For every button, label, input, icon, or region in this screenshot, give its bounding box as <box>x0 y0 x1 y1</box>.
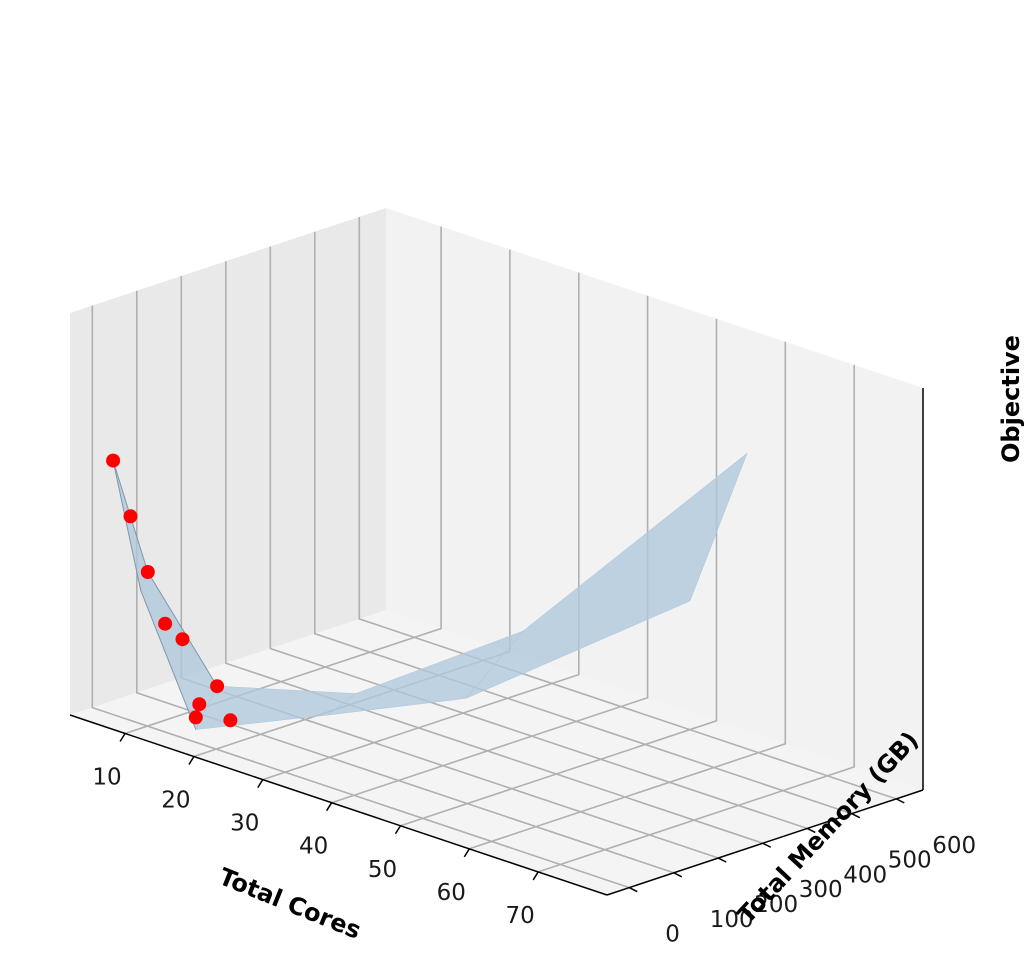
y-grid-line <box>358 216 897 800</box>
y-tick-label: 600 <box>932 833 976 859</box>
data-point <box>140 565 155 579</box>
y-tick <box>673 872 683 878</box>
y-tick <box>762 842 772 848</box>
z-axis-label: Objective <box>997 335 1025 463</box>
x-tick <box>532 871 539 881</box>
x-tick-label: 60 <box>437 880 466 906</box>
data-point <box>106 453 121 468</box>
y-tick <box>628 886 638 893</box>
x-grid-line <box>331 295 649 804</box>
x-tick-label: 10 <box>92 764 121 790</box>
y-tick-label: 200 <box>754 892 798 918</box>
x-grid-line <box>400 318 718 827</box>
data-point <box>158 616 173 631</box>
y-axis-line <box>606 789 924 896</box>
observed-points <box>106 453 238 728</box>
y-tick-label: 500 <box>888 848 932 874</box>
y-tick-label: 400 <box>843 862 887 888</box>
y-tick <box>717 857 727 863</box>
surface-edge <box>112 460 197 730</box>
axis-lines <box>69 388 924 896</box>
y-grid-line <box>136 290 675 874</box>
y-tick-label: 100 <box>710 907 754 933</box>
surface-facet <box>465 452 748 699</box>
x-axis-label: Total Cores <box>215 862 365 944</box>
axes-panes <box>70 208 923 895</box>
x-tick <box>325 802 333 812</box>
data-point <box>188 710 203 725</box>
x-tick-label: 40 <box>299 834 328 860</box>
y-tick <box>895 798 905 804</box>
y-tick-label: 300 <box>799 877 843 903</box>
x-grid-line <box>469 341 787 850</box>
data-point <box>175 632 190 647</box>
fitted-surface <box>112 452 748 731</box>
x-tick <box>394 825 402 835</box>
y-grid-line <box>91 305 630 889</box>
x-tick-label: 50 <box>368 857 397 883</box>
x-grid-line <box>262 272 580 781</box>
y-tick <box>851 812 861 819</box>
x-tick-label: 70 <box>506 903 535 929</box>
y-tick-label: 0 <box>665 922 680 948</box>
x-tick <box>119 733 126 742</box>
y-grid-line <box>269 246 808 830</box>
y-tick <box>806 827 816 834</box>
y-grid-line <box>313 231 853 815</box>
y-grid-line <box>225 261 764 844</box>
x-tick <box>188 756 195 765</box>
x-tick-label: 20 <box>161 788 190 814</box>
data-point <box>210 679 225 694</box>
x-axis-line <box>69 714 608 896</box>
data-point <box>192 697 207 712</box>
x-tick-label: 30 <box>230 811 259 837</box>
data-point <box>123 509 138 524</box>
x-tick <box>463 848 470 858</box>
x-tick <box>257 779 264 789</box>
x-grid-line <box>537 364 856 873</box>
data-point <box>223 713 238 728</box>
